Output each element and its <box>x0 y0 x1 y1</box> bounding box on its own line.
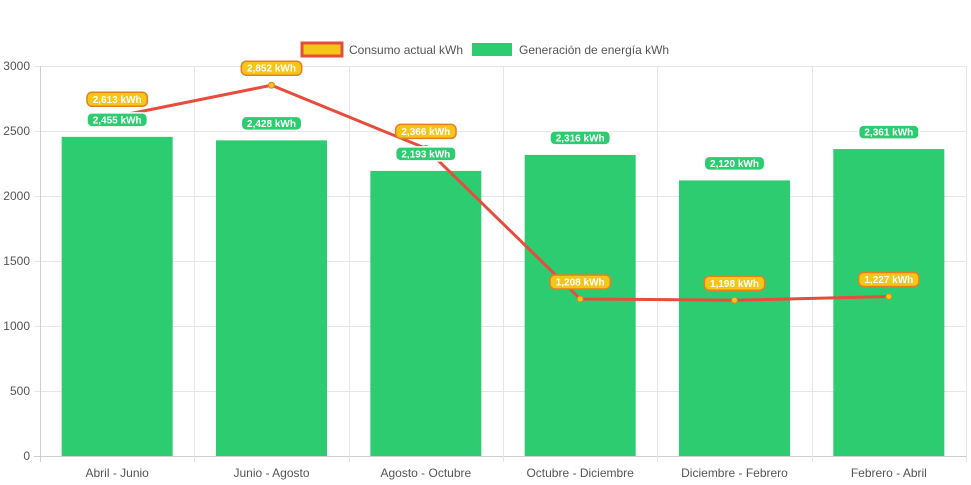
data-label-consumo-text: 1,208 kWh <box>556 277 605 288</box>
x-tick-label: Febrero - Abril <box>851 466 927 480</box>
data-label-consumo-text: 1,227 kWh <box>864 275 913 286</box>
y-tick-label: 1000 <box>3 319 30 333</box>
data-label-consumo-bg <box>549 274 612 290</box>
legend-label-generacion[interactable]: Generación de energía kWh <box>519 43 669 57</box>
y-tick-label: 500 <box>10 384 30 398</box>
data-label-generacion-bg <box>857 124 920 140</box>
legend-label-consumo[interactable]: Consumo actual kWh <box>349 43 463 57</box>
x-tick-label: Diciembre - Febrero <box>681 466 788 480</box>
data-label-generacion-bg <box>549 130 612 146</box>
data-label-generacion: 2,120 kWh <box>703 155 766 172</box>
line-consumo[interactable] <box>116 83 889 302</box>
data-label-generacion: 2,193 kWh <box>394 146 457 162</box>
data-label-consumo: 2,366 kWh <box>394 123 457 140</box>
y-tick-label: 2500 <box>3 124 30 138</box>
data-label-generacion-text: 2,361 kWh <box>864 128 913 139</box>
legend-swatch-consumo[interactable] <box>300 41 344 58</box>
data-label-generacion-text: 2,428 kWh <box>247 119 296 130</box>
data-label-consumo-text: 2,613 kWh <box>93 95 142 106</box>
data-label-generacion: 2,316 kWh <box>549 130 612 146</box>
y-tick-label: 1500 <box>3 254 30 268</box>
data-label-consumo: 1,227 kWh <box>857 271 920 288</box>
point-consumo[interactable] <box>885 292 893 300</box>
point-consumo[interactable] <box>576 295 584 303</box>
data-label-generacion-text: 2,120 kWh <box>710 159 759 170</box>
y-tick-label: 2000 <box>3 189 30 203</box>
bar-generacion[interactable] <box>61 136 173 456</box>
data-label-generacion-text: 2,316 kWh <box>556 133 605 144</box>
data-label-consumo-bg <box>703 275 766 292</box>
x-tick-label: Junio - Agosto <box>233 466 309 480</box>
bars-layer <box>61 136 945 457</box>
x-tick-label: Agosto - Octubre <box>380 466 471 480</box>
data-label-consumo-text: 1,198 kWh <box>710 279 759 290</box>
data-label-consumo: 2,852 kWh <box>240 60 303 76</box>
data-label-consumo-bg <box>86 91 149 108</box>
bar-generacion[interactable] <box>833 149 945 456</box>
data-label-consumo-text: 2,852 kWh <box>247 64 296 75</box>
bar-generacion[interactable] <box>370 170 482 456</box>
data-label-generacion-text: 2,193 kWh <box>401 149 450 160</box>
data-label-generacion-bg <box>240 115 303 132</box>
y-tick-label: 3000 <box>3 59 30 73</box>
data-label-consumo-text: 2,366 kWh <box>401 127 450 138</box>
bar-generacion[interactable] <box>524 154 636 457</box>
data-label-generacion-bg <box>394 146 457 162</box>
data-label-generacion: 2,361 kWh <box>857 124 920 140</box>
axis-layer: 0 500 1000 1500 2000 2500 3000 Abril - Junio Jun… <box>3 59 927 480</box>
data-label-consumo-bg <box>240 60 303 76</box>
bar-generacion[interactable] <box>679 180 790 456</box>
data-label-consumo: 2,613 kWh <box>86 91 149 108</box>
data-label-consumo: 1,198 kWh <box>703 275 766 292</box>
data-label-generacion-bg <box>86 112 149 128</box>
point-consumo[interactable] <box>731 296 738 304</box>
data-label-generacion: 2,428 kWh <box>240 115 303 132</box>
labels-layer: 2,455 kWh 2,428 kWh 2,193 kWh 2,316 kWh 2,12… <box>86 60 920 292</box>
y-tick-label: 0 <box>23 449 30 463</box>
legend[interactable]: Consumo actual kWh Generación de energía… <box>300 41 669 58</box>
data-label-generacion: 2,455 kWh <box>86 112 149 128</box>
bar-generacion[interactable] <box>216 140 327 457</box>
data-label-consumo-bg <box>857 271 920 288</box>
x-tick-label: Abril - Junio <box>85 466 149 480</box>
point-consumo[interactable] <box>268 81 275 89</box>
legend-swatch-generacion[interactable] <box>472 43 512 56</box>
data-label-generacion-text: 2,455 kWh <box>93 115 142 126</box>
data-label-generacion-bg <box>703 155 766 172</box>
data-label-consumo: 1,208 kWh <box>549 274 612 290</box>
data-label-consumo-bg <box>394 123 457 140</box>
x-tick-label: Octubre - Diciembre <box>526 466 634 480</box>
grid-layer <box>34 66 967 462</box>
